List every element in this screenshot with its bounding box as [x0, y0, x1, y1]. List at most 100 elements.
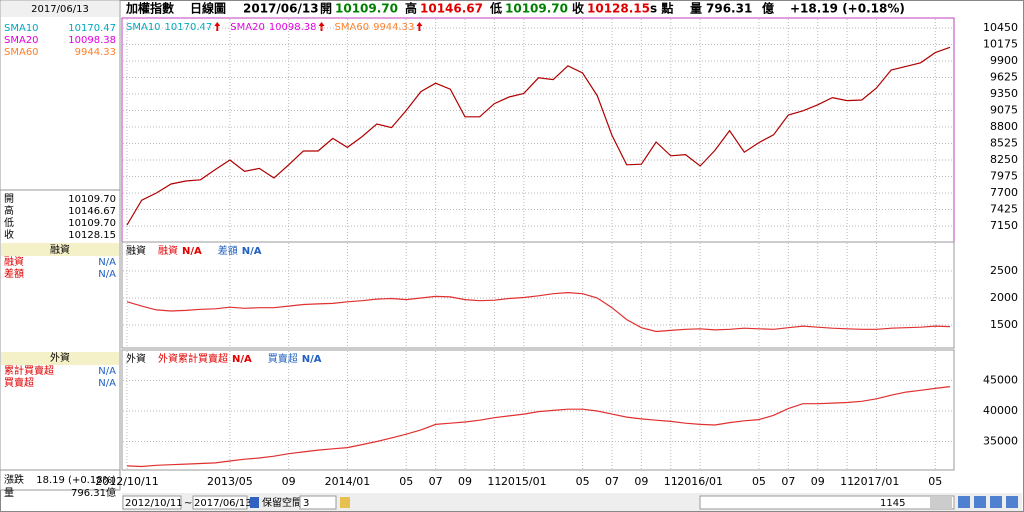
section-bg	[1, 352, 119, 365]
reserve-label: 保留空間	[262, 496, 302, 509]
x-tick-label: 07	[781, 475, 795, 488]
header-volume: 796.31	[706, 2, 752, 16]
x-tick-label: 11	[487, 475, 501, 488]
scroll-thumb[interactable]	[930, 497, 952, 508]
legend-value: 9944.33	[373, 22, 414, 33]
x-tick-label: 05	[928, 475, 942, 488]
zoom-button[interactable]	[974, 496, 986, 508]
x-tick-label: 09	[458, 475, 472, 488]
legend-value: 10098.38	[269, 22, 317, 33]
legend-value: 10170.47	[165, 22, 213, 33]
header-unit: s 點	[650, 1, 673, 16]
x-tick-label: 05	[576, 475, 590, 488]
sma-value: 9944.33	[75, 47, 116, 58]
x-tick-label: 2013/05	[207, 475, 253, 488]
section-bg	[1, 243, 119, 256]
header-high: 10146.67	[420, 2, 483, 16]
start-date[interactable]: 2012/10/11	[125, 498, 183, 509]
foreign-panel	[121, 349, 955, 471]
y-tick-label: 9625	[990, 71, 1018, 84]
y-tick-label: 40000	[983, 404, 1018, 417]
row-value: N/A	[98, 366, 116, 377]
header-title: 加權指數	[125, 1, 174, 16]
end-date[interactable]: 2017/06/13	[194, 498, 252, 509]
header-label: 量	[690, 2, 702, 16]
x-tick-label: 05	[752, 475, 766, 488]
start-date-box[interactable]	[122, 495, 182, 510]
zoom-button[interactable]	[990, 496, 1002, 508]
legend-name: 外資累計買賣超	[158, 352, 228, 365]
sma-name: SMA20	[4, 35, 39, 46]
y-tick-label: 7425	[990, 202, 1018, 215]
range-sep: ~	[184, 498, 192, 509]
y-tick-label: 8800	[990, 120, 1018, 133]
y-tick-label: 7975	[990, 169, 1018, 182]
row-value: N/A	[98, 378, 116, 389]
zoom-button[interactable]	[1006, 496, 1018, 508]
series-line	[126, 291, 951, 333]
header-period: 日線圖	[190, 1, 226, 16]
sma-name: SMA60	[4, 47, 39, 58]
row-label: 差額	[4, 267, 24, 280]
legend-name: SMA10	[126, 22, 161, 33]
legend-value: N/A	[232, 354, 252, 365]
sma-name: SMA10	[4, 23, 39, 34]
x-tick-label: 09	[811, 475, 825, 488]
x-tick-label: 2015/01	[501, 475, 547, 488]
x-tick-label: 07	[605, 475, 619, 488]
header: 加權指數 日線圖 2017/06/13 開 10109.70 高 10146.6…	[125, 1, 905, 16]
x-tick-label: 2012/10/11	[95, 475, 158, 488]
y-tick-label: 9075	[990, 104, 1018, 117]
sma-value: 10098.38	[68, 35, 116, 46]
y-tick-label: 45000	[983, 374, 1018, 387]
y-tick-label: 35000	[983, 435, 1018, 448]
x-tick-label: 11	[664, 475, 678, 488]
y-tick-label: 10450	[983, 21, 1018, 34]
panel-title: 融資	[126, 245, 146, 257]
up-arrow	[318, 22, 325, 31]
volume-label: 量	[4, 487, 14, 499]
x-tick-label: 2017/01	[854, 475, 900, 488]
header-label: 低	[489, 1, 502, 16]
y-tick-label: 10175	[983, 38, 1018, 51]
end-date-box[interactable]	[192, 495, 248, 510]
y-tick-label: 9350	[990, 87, 1018, 100]
header-label: 收	[572, 1, 584, 16]
x-tick-label: 07	[429, 475, 443, 488]
legend-value: N/A	[182, 246, 202, 257]
sma-value: 10170.47	[68, 23, 116, 34]
ohlc-label: 低	[4, 216, 14, 229]
row-value: N/A	[98, 269, 116, 280]
ohlc-value: 10109.70	[68, 194, 116, 205]
x-tick-label: 09	[282, 475, 296, 488]
series-line	[126, 386, 951, 468]
header-open: 10109.70	[335, 2, 398, 16]
y-tick-label: 7700	[990, 186, 1018, 199]
icon[interactable]	[250, 497, 259, 508]
ohlc-value: 10109.70	[68, 218, 116, 229]
row-label: 買賣超	[4, 376, 34, 389]
x-tick-label: 09	[634, 475, 648, 488]
scrollbar[interactable]	[699, 495, 955, 510]
header-label: 高	[405, 1, 417, 16]
x-tick-label: 11	[840, 475, 854, 488]
ohlc-label: 收	[4, 228, 14, 241]
sidebar-date-bg	[1, 1, 119, 17]
ohlc-label: 高	[4, 204, 14, 217]
up-arrow	[214, 22, 221, 31]
y-tick-label: 2500	[990, 264, 1018, 277]
icon[interactable]	[340, 497, 350, 508]
row-value: N/A	[98, 257, 116, 268]
reserve-box[interactable]	[299, 495, 337, 510]
y-tick-label: 9900	[990, 54, 1018, 67]
y-tick-label: 2000	[990, 291, 1018, 304]
volume-value: 796.31億	[71, 486, 116, 499]
legend-name: SMA20	[230, 22, 265, 33]
ohlc-value: 10146.67	[68, 206, 116, 217]
y-tick-label: 8250	[990, 153, 1018, 166]
reserve-value[interactable]: 3	[303, 498, 309, 509]
zoom-button[interactable]	[958, 496, 970, 508]
header-low: 10109.70	[505, 2, 568, 16]
row-label: 累計買賣超	[4, 364, 54, 377]
